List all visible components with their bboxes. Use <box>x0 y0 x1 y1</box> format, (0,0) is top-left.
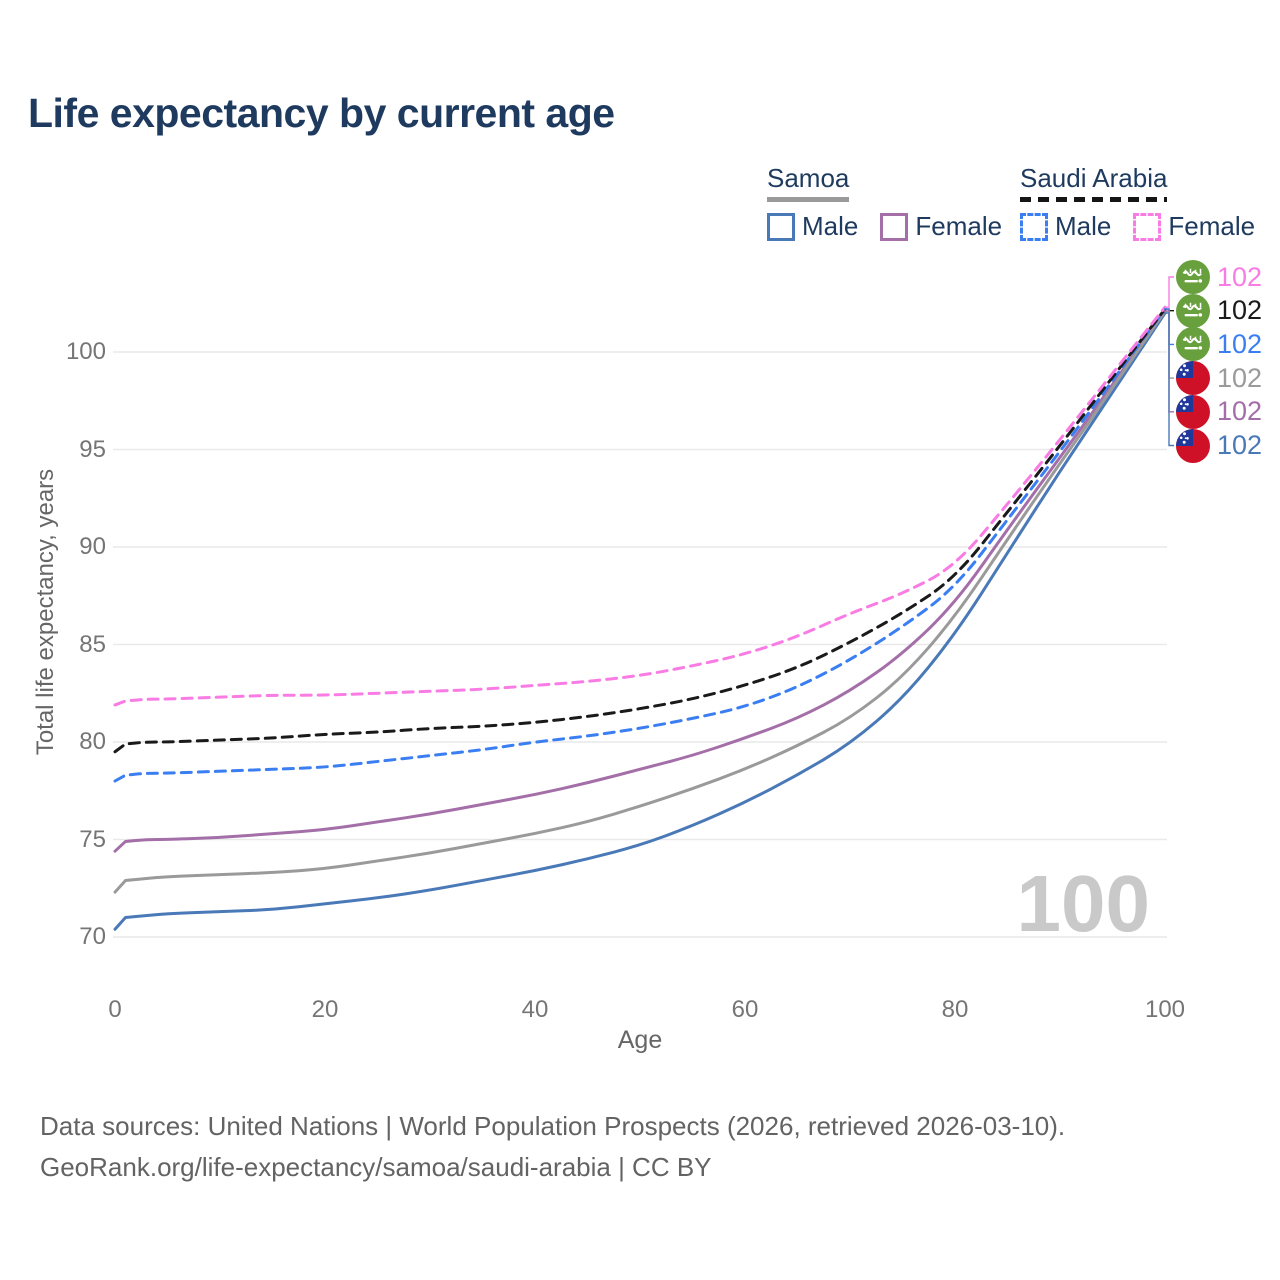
legend-group-samoa: Samoa Male Female <box>767 163 1002 242</box>
legend-country-label: Saudi Arabia <box>1020 163 1168 193</box>
flag-saudi-arabia-icon <box>1176 260 1210 294</box>
x-tick-label: 80 <box>941 996 969 1023</box>
flag-saudi-arabia-icon <box>1176 293 1210 328</box>
legend-swatch <box>1133 212 1162 241</box>
legend-item-saudi-arabia-male[interactable]: Male <box>1020 211 1111 242</box>
y-tick-label: 95 <box>79 435 106 463</box>
end-value-label: 102 <box>1217 430 1263 460</box>
legend-swatch <box>767 212 795 241</box>
series-end-label-saudi-arabia-female: 102 <box>1176 260 1262 294</box>
series-line-saudi-arabia-female <box>113 305 1167 707</box>
end-value-label: 102 <box>1217 362 1263 393</box>
x-tick-label: 20 <box>311 996 339 1023</box>
footer-sources: Data sources: United Nations | World Pop… <box>40 1111 1066 1141</box>
x-tick-label: 0 <box>108 996 122 1023</box>
end-label-leader-line <box>1164 312 1174 447</box>
series-end-label-samoa-male: 102 <box>1176 428 1263 463</box>
flag-samoa-icon <box>1176 361 1210 396</box>
series-line-samoa-both-sexes <box>113 309 1167 894</box>
end-value-label: 102 <box>1217 328 1263 359</box>
end-value-label: 102 <box>1217 295 1263 326</box>
series-line-samoa-female <box>113 309 1167 853</box>
y-tick-label: 90 <box>79 533 106 560</box>
legend-swatch <box>880 212 909 241</box>
legend-item-label: Male <box>1055 211 1112 241</box>
legend-item-label: Female <box>1168 211 1256 241</box>
series-end-label-samoa-female: 102 <box>1176 394 1263 429</box>
legend-item-saudi-arabia-female[interactable]: Female <box>1133 211 1255 242</box>
end-label-leader-line <box>1164 276 1174 308</box>
legend-item-label: Male <box>802 211 859 241</box>
legend-item-samoa-male[interactable]: Male <box>767 211 858 242</box>
series-end-label-saudi-arabia-male: 102 <box>1176 327 1263 362</box>
footer-attribution: GeoRank.org/life-expectancy/samoa/saudi-… <box>40 1152 712 1182</box>
legend-item-label: Female <box>915 211 1003 241</box>
x-tick-label: 40 <box>521 996 549 1023</box>
flag-saudi-arabia-icon <box>1176 327 1210 362</box>
x-axis-title: Age <box>617 1026 663 1054</box>
y-tick-label: 100 <box>65 338 106 365</box>
legend-item-samoa-female[interactable]: Female <box>880 211 1002 242</box>
chart-title: Life expectancy by current age <box>28 90 615 136</box>
y-tick-label: 75 <box>79 825 106 853</box>
x-tick-label: 60 <box>731 996 759 1023</box>
x-tick-label: 100 <box>1144 996 1186 1023</box>
end-value-label: 102 <box>1217 261 1263 292</box>
footer: Data sources: United Nations | World Pop… <box>40 1106 1065 1188</box>
series-line-samoa-male <box>113 311 1167 931</box>
flag-samoa-icon <box>1176 428 1210 463</box>
series-line-saudi-arabia-male <box>113 307 1167 783</box>
y-tick-label: 85 <box>79 630 106 658</box>
y-tick-label: 70 <box>79 923 106 950</box>
legend-country-line-swatch <box>767 197 850 202</box>
series-end-label-saudi-arabia-both-sexes: 102 <box>1176 293 1263 328</box>
y-axis-title: Total life expectancy, years <box>32 468 59 756</box>
series-line-saudi-arabia-both-sexes <box>113 307 1167 754</box>
flag-samoa-icon <box>1176 394 1210 429</box>
legend-group-saudi-arabia: Saudi Arabia Male Female <box>1020 163 1255 242</box>
legend-country-label: Samoa <box>767 163 850 193</box>
legend-country-line-swatch <box>1020 197 1168 202</box>
legend-swatch <box>1020 212 1048 241</box>
end-value-label: 102 <box>1217 396 1263 427</box>
y-tick-label: 80 <box>79 728 106 755</box>
age-counter-watermark: 100 <box>1016 859 1150 948</box>
series-end-label-samoa-both-sexes: 102 <box>1176 361 1263 396</box>
